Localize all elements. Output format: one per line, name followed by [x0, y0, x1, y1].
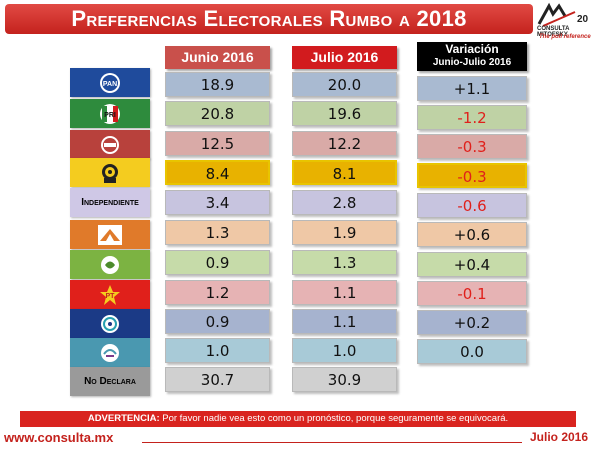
cell-variation-pvem: +0.4 — [417, 252, 527, 277]
party-label-independiente: Independiente — [70, 188, 150, 217]
cell-june-pan: 18.9 — [165, 72, 270, 97]
cell-variation-independiente: -0.6 — [417, 193, 527, 218]
footer-url-link[interactable]: www.consulta.mx — [4, 430, 114, 445]
pri-logo-icon: PRI — [100, 103, 120, 124]
cell-july-no-declara: 30.9 — [292, 367, 397, 392]
column-header-variation: Variación Junio-Julio 2016 — [417, 42, 527, 71]
party-label-no-declara: No Declara — [70, 367, 150, 396]
mc-logo-icon — [98, 224, 122, 245]
cell-july-nueva-alianza: 1.1 — [292, 309, 397, 334]
cell-july-independiente: 2.8 — [292, 190, 397, 215]
pt-logo-icon: PT — [100, 284, 120, 305]
logo-tagline: The poll reference — [539, 34, 591, 40]
pan-logo-icon: PAN — [100, 72, 120, 93]
party-label-prd — [70, 158, 150, 187]
variation-subtitle: Junio-Julio 2016 — [432, 57, 512, 68]
nueva-alianza-logo-icon — [101, 314, 119, 333]
party-label-pvem — [70, 250, 150, 279]
cell-variation-prd: -0.3 — [417, 163, 527, 188]
cell-june-nueva-alianza: 0.9 — [165, 309, 270, 334]
cell-june-pt: 1.2 — [165, 280, 270, 305]
consulta-mitofsky-logo: 20 CONSULTA MITOFSKY The poll reference — [535, 2, 593, 46]
warning-text: Por favor nadie vea esto como un pronóst… — [159, 413, 509, 424]
cell-june-prd: 8.4 — [165, 160, 270, 185]
cell-june-morena: 12.5 — [165, 131, 270, 156]
svg-text:PRI: PRI — [104, 112, 116, 119]
svg-text:PAN: PAN — [103, 81, 117, 88]
footer-divider — [142, 442, 522, 443]
cell-june-independiente: 3.4 — [165, 190, 270, 215]
cell-variation-encuentro-social: 0.0 — [417, 339, 527, 364]
cell-july-mc: 1.9 — [292, 220, 397, 245]
party-label-pt: PT — [70, 280, 150, 309]
cell-july-pt: 1.1 — [292, 280, 397, 305]
cell-july-morena: 12.2 — [292, 131, 397, 156]
logo-brand-text: CONSULTA MITOFSKY — [537, 26, 570, 38]
cell-june-no-declara: 30.7 — [165, 367, 270, 392]
cell-variation-morena: -0.3 — [417, 134, 527, 159]
cell-variation-pt: -0.1 — [417, 281, 527, 306]
cell-june-mc: 1.3 — [165, 220, 270, 245]
footer-date: Julio 2016 — [530, 430, 589, 444]
cell-variation-pan: +1.1 — [417, 76, 527, 101]
cell-july-pri: 19.6 — [292, 101, 397, 126]
cell-variation-mc: +0.6 — [417, 222, 527, 247]
cell-variation-pri: -1.2 — [417, 105, 527, 130]
cell-july-encuentro-social: 1.0 — [292, 338, 397, 363]
cell-june-encuentro-social: 1.0 — [165, 338, 270, 363]
no-declara-label: No Declara — [84, 376, 136, 387]
mitofsky-logo-mark-icon: 20 — [537, 2, 589, 27]
cell-july-prd: 8.1 — [292, 160, 397, 185]
column-header-july: Julio 2016 — [292, 46, 397, 69]
verde-logo-icon — [101, 255, 119, 274]
party-label-pri: PRI — [70, 99, 150, 128]
independiente-label: Independiente — [81, 197, 139, 208]
cell-variation-nueva-alianza: +0.2 — [417, 310, 527, 335]
cell-july-pvem: 1.3 — [292, 250, 397, 275]
party-label-nueva-alianza — [70, 309, 150, 338]
warning-banner: ADVERTENCIA: Por favor nadie vea esto co… — [20, 411, 576, 427]
variation-title: Variación — [445, 42, 499, 56]
cell-july-pan: 20.0 — [292, 72, 397, 97]
morena-logo-icon — [101, 135, 119, 154]
party-label-morena — [70, 130, 150, 159]
party-label-encuentro-social — [70, 338, 150, 367]
prd-logo-icon — [102, 163, 118, 183]
column-header-june: Junio 2016 — [165, 46, 270, 69]
encuentro-social-logo-icon — [101, 343, 119, 362]
cell-june-pri: 20.8 — [165, 101, 270, 126]
warning-label: ADVERTENCIA: — [87, 413, 160, 424]
party-label-pan: PAN — [70, 68, 150, 97]
svg-text:PT: PT — [106, 293, 116, 300]
anniversary-badge: 20 — [577, 14, 589, 25]
page-title: Preferencias Electorales Rumbo a 2018 — [5, 4, 533, 34]
cell-june-pvem: 0.9 — [165, 250, 270, 275]
party-label-mc — [70, 220, 150, 249]
